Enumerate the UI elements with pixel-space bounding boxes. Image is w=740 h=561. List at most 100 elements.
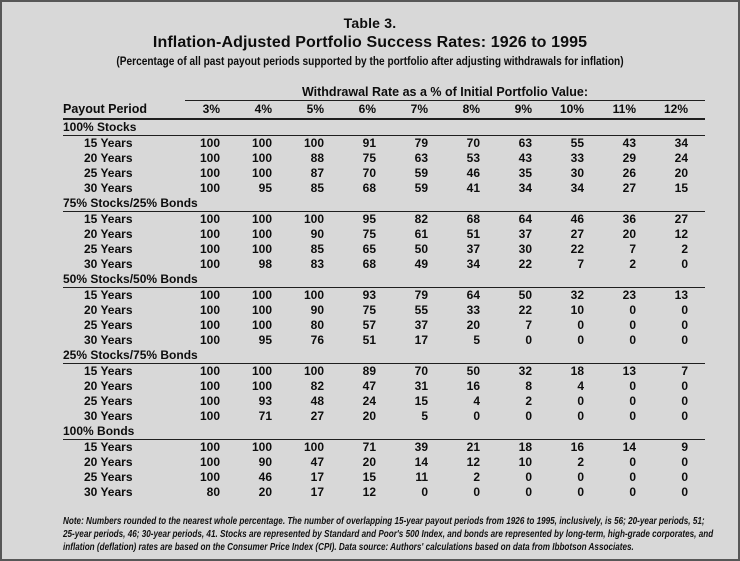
success-rate-cell: 50 [466, 364, 480, 378]
success-rate-cell: 95 [258, 181, 272, 195]
success-rate-cell: 20 [362, 455, 376, 469]
success-rate-cell: 8 [525, 379, 532, 393]
success-rate-cell: 51 [362, 333, 376, 347]
section-header-row: 100% Stocks [63, 119, 705, 136]
success-rate-cell: 0 [681, 257, 688, 271]
success-rate-cell: 100 [303, 288, 324, 302]
table-row: 15 Years 100 100 100 95 82 68 64 46 36 27 [63, 212, 705, 228]
success-rate-cell: 5 [473, 333, 480, 347]
success-rate-cell: 15 [362, 470, 376, 484]
success-rate-cell: 2 [525, 394, 532, 408]
success-rate-cell: 100 [251, 136, 272, 150]
success-rates-table: Withdrawal Rate as a % of Initial Portfo… [63, 85, 705, 500]
success-rate-cell: 27 [674, 212, 688, 226]
column-header: 9% [497, 100, 549, 120]
success-rate-cell: 70 [414, 364, 428, 378]
success-rate-cell: 23 [622, 288, 636, 302]
column-header: 10% [549, 100, 601, 120]
success-rate-cell: 2 [681, 242, 688, 256]
payout-period-cell: 30 Years [84, 485, 133, 499]
success-rate-cell: 12 [674, 227, 688, 241]
success-rate-cell: 53 [466, 151, 480, 165]
success-rate-cell: 22 [570, 242, 584, 256]
success-rate-cell: 41 [466, 181, 480, 195]
success-rate-cell: 0 [525, 470, 532, 484]
success-rate-cell: 14 [414, 455, 428, 469]
success-rate-cell: 71 [258, 409, 272, 423]
success-rate-cell: 34 [518, 181, 532, 195]
success-rate-cell: 32 [518, 364, 532, 378]
table-note: Note: Numbers rounded to the nearest who… [63, 516, 714, 553]
payout-period-cell: 15 Years [84, 288, 133, 302]
success-rate-cell: 63 [414, 151, 428, 165]
success-rate-cell: 83 [310, 257, 324, 271]
column-header: 11% [601, 100, 653, 120]
success-rate-cell: 4 [473, 394, 480, 408]
payout-period-cell: 20 Years [84, 455, 133, 469]
success-rate-cell: 37 [518, 227, 532, 241]
column-header: 5% [289, 100, 341, 120]
success-rate-cell: 90 [310, 227, 324, 241]
success-rate-cell: 100 [251, 379, 272, 393]
success-rate-cell: 0 [681, 455, 688, 469]
success-rate-cell: 5 [421, 409, 428, 423]
success-rate-cell: 33 [570, 151, 584, 165]
success-rate-cell: 87 [310, 166, 324, 180]
success-rate-cell: 90 [310, 303, 324, 317]
success-rate-cell: 13 [674, 288, 688, 302]
success-rate-cell: 2 [629, 257, 636, 271]
success-rate-cell: 0 [577, 318, 584, 332]
success-rate-cell: 22 [518, 257, 532, 271]
success-rate-cell: 32 [570, 288, 584, 302]
title-block: Table 3. Inflation-Adjusted Portfolio Su… [2, 15, 738, 68]
success-rate-cell: 0 [577, 333, 584, 347]
table-row: 30 Years 100 71 27 20 5 0 0 0 0 0 [63, 409, 705, 424]
payout-period-cell: 15 Years [84, 212, 133, 226]
success-rate-cell: 0 [681, 409, 688, 423]
success-rate-cell: 46 [466, 166, 480, 180]
success-rate-cell: 100 [199, 136, 220, 150]
success-rate-cell: 43 [622, 136, 636, 150]
success-rate-cell: 100 [251, 242, 272, 256]
success-rate-cell: 36 [622, 212, 636, 226]
withdrawal-rate-group-header: Withdrawal Rate as a % of Initial Portfo… [185, 85, 705, 101]
success-rate-cell: 10 [518, 455, 532, 469]
success-rate-cell: 17 [310, 470, 324, 484]
payout-period-cell: 20 Years [84, 227, 133, 241]
success-rate-cell: 27 [622, 181, 636, 195]
success-rate-cell: 79 [414, 136, 428, 150]
success-rate-cell: 46 [570, 212, 584, 226]
success-rate-cell: 100 [199, 364, 220, 378]
table-row: 25 Years 100 100 87 70 59 46 35 30 26 20 [63, 166, 705, 181]
success-rate-cell: 100 [251, 151, 272, 165]
success-rate-cell: 31 [414, 379, 428, 393]
page-title: Inflation-Adjusted Portfolio Success Rat… [152, 34, 588, 51]
success-rate-cell: 30 [570, 166, 584, 180]
section-header-row: 100% Bonds [63, 424, 705, 440]
success-rate-cell: 20 [466, 318, 480, 332]
section-label: 50% Stocks/50% Bonds [63, 272, 705, 288]
success-rate-cell: 34 [466, 257, 480, 271]
success-rate-cell: 64 [518, 212, 532, 226]
table-row: 25 Years 100 100 85 65 50 37 30 22 7 2 [63, 242, 705, 257]
success-rate-cell: 0 [629, 394, 636, 408]
success-rate-cell: 27 [310, 409, 324, 423]
payout-period-cell: 30 Years [84, 333, 133, 347]
table-row: 25 Years 100 93 48 24 15 4 2 0 0 0 [63, 394, 705, 409]
success-rate-cell: 61 [414, 227, 428, 241]
success-rate-cell: 59 [414, 181, 428, 195]
success-rate-cell: 0 [421, 485, 428, 499]
success-rate-cell: 0 [629, 485, 636, 499]
success-rate-cell: 7 [577, 257, 584, 271]
success-rate-cell: 16 [466, 379, 480, 393]
success-rate-cell: 91 [362, 136, 376, 150]
success-rate-cell: 85 [310, 242, 324, 256]
success-rate-cell: 50 [414, 242, 428, 256]
success-rate-cell: 100 [199, 288, 220, 302]
column-header: 6% [341, 100, 393, 120]
success-rate-cell: 75 [362, 151, 376, 165]
success-rate-cell: 17 [414, 333, 428, 347]
payout-period-cell: 25 Years [84, 166, 133, 180]
table-row: 30 Years 100 95 85 68 59 41 34 34 27 15 [63, 181, 705, 196]
success-rate-cell: 4 [577, 379, 584, 393]
